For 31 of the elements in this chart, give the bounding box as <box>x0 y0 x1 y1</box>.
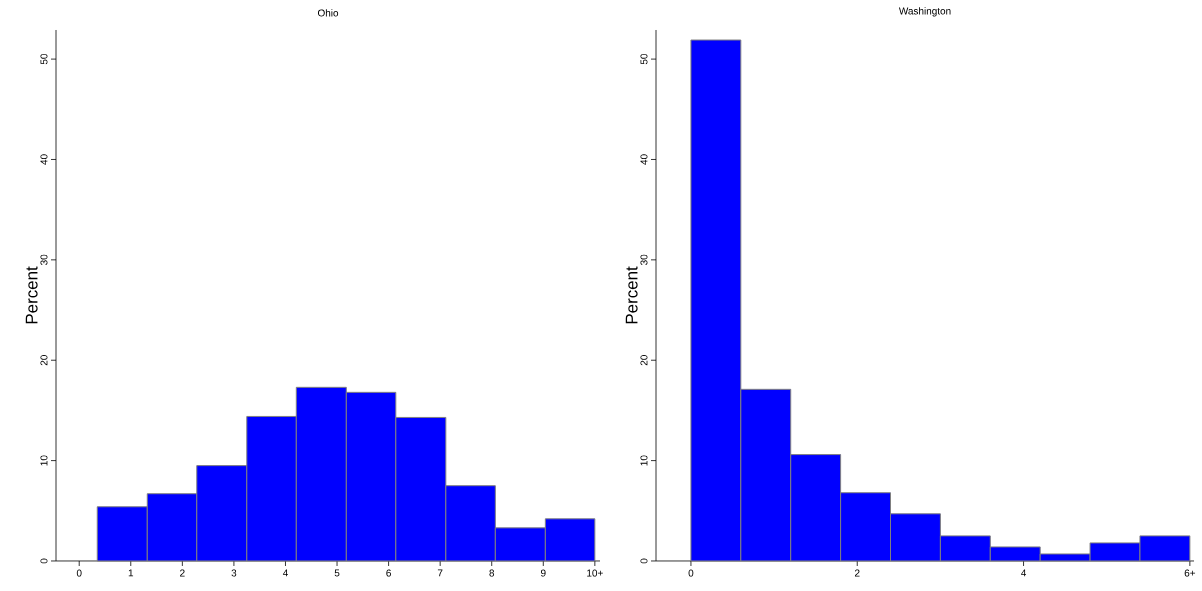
y-tick-label: 40 <box>40 154 48 165</box>
x-tick-label: 3 <box>231 569 237 577</box>
x-tick-label: 5 <box>334 569 340 577</box>
y-tick-label: 0 <box>40 558 48 564</box>
x-tick-label: 7 <box>437 569 443 577</box>
x-tick-label: 8 <box>489 569 495 577</box>
y-tick-label: 30 <box>40 254 48 266</box>
y-tick-label: 10 <box>640 455 648 466</box>
x-tick-label: 2 <box>180 569 185 577</box>
x-tick-label: 4 <box>1021 569 1027 577</box>
y-axis-title: Percent <box>625 266 638 324</box>
x-tick-label: 4 <box>282 569 288 577</box>
x-tick-label: 0 <box>76 569 82 577</box>
y-axis-title: Percent <box>25 266 38 324</box>
y-tick-label: 20 <box>40 355 48 366</box>
y-tick-label: 20 <box>640 355 648 366</box>
y-tick-label: 10 <box>40 455 48 466</box>
chart-title: Ohio <box>317 9 339 17</box>
chart-title: Washington <box>898 7 951 17</box>
x-tick-label: 1 <box>128 569 134 577</box>
x-tick-label: 9 <box>540 569 546 577</box>
y-tick-label: 40 <box>640 154 648 165</box>
x-tick-label: 6+ <box>1184 569 1196 577</box>
y-tick-label: 50 <box>640 53 648 65</box>
x-tick-label: 2 <box>854 569 860 577</box>
y-tick-label: 50 <box>40 53 48 65</box>
x-tick-label: 6 <box>386 569 391 577</box>
y-tick-label: 30 <box>640 254 648 266</box>
y-tick-label: 0 <box>640 558 648 564</box>
x-tick-label: 10+ <box>587 569 603 577</box>
x-tick-label: 0 <box>688 569 694 577</box>
